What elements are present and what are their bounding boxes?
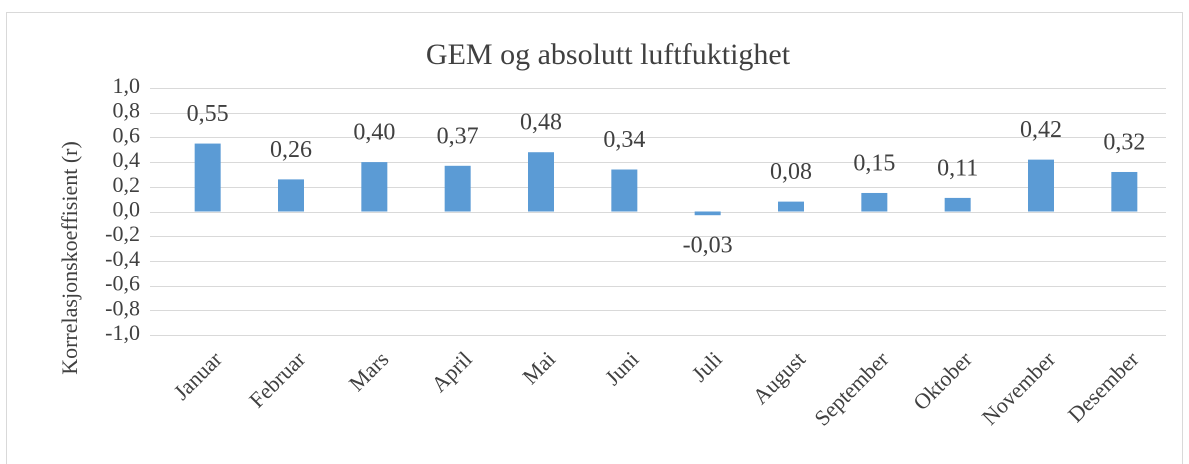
y-tick-label: -1,0 [105, 320, 140, 345]
y-tick-label: -0,2 [105, 221, 140, 246]
bar [361, 162, 388, 212]
y-tick-label: 1,0 [113, 73, 141, 98]
data-label: 0,42 [1020, 117, 1062, 143]
data-label: 0,11 [937, 155, 978, 181]
y-tick-label: -0,4 [105, 246, 140, 271]
bar [528, 152, 554, 212]
y-tick-label: 0,4 [113, 147, 141, 172]
bar [194, 143, 221, 212]
bar [278, 179, 304, 212]
bar [944, 197, 971, 212]
y-tick-label: 0,6 [113, 122, 141, 147]
bar [778, 201, 804, 212]
data-label: 0,55 [187, 101, 229, 127]
y-tick-label: 0,8 [113, 98, 141, 123]
bar [1028, 159, 1054, 212]
data-label: 0,40 [353, 120, 395, 146]
y-tick-label: 0,2 [113, 172, 141, 197]
bar [861, 192, 888, 212]
data-label: 0,34 [603, 127, 645, 153]
bar [611, 169, 638, 212]
bar [694, 211, 721, 216]
y-axis-label: Korrelasjonskoeffisient (r) [57, 141, 82, 375]
bar [444, 165, 471, 212]
chart-title: GEM og absolutt luftfuktighet [426, 38, 791, 71]
bar [1111, 171, 1138, 212]
data-label: 0,26 [270, 137, 312, 163]
data-label: 0,08 [770, 159, 812, 185]
chart-border [6, 12, 1183, 464]
data-label: 0,15 [853, 150, 895, 176]
data-label: 0,32 [1103, 129, 1145, 155]
data-label: 0,37 [437, 123, 479, 149]
data-label: 0,48 [520, 110, 562, 136]
y-tick-label: -0,6 [105, 271, 140, 296]
data-label: -0,03 [683, 233, 733, 259]
y-tick-label: 0,0 [113, 197, 141, 222]
y-tick-label: -0,8 [105, 295, 140, 320]
